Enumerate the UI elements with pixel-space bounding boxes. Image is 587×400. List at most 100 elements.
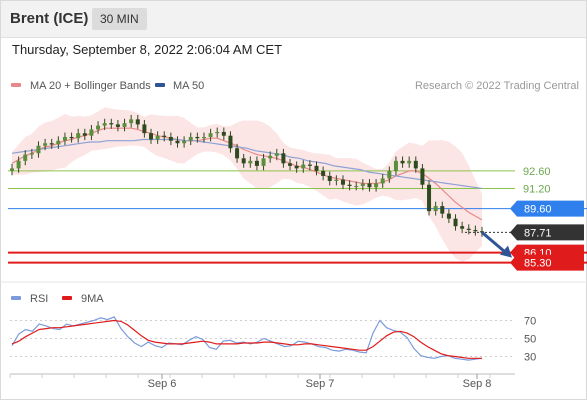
- candle-body: [36, 145, 41, 154]
- candle-body: [327, 175, 332, 181]
- candle-body: [155, 135, 160, 140]
- candle-body: [380, 178, 385, 184]
- candle-body: [334, 179, 339, 181]
- timeframe-badge[interactable]: 30 MIN: [92, 8, 147, 30]
- candle-body: [168, 136, 173, 141]
- candle-body: [248, 160, 253, 164]
- candle-body: [149, 133, 154, 140]
- candle-body: [69, 136, 74, 139]
- candle-body: [314, 165, 319, 171]
- level-tag-87.71: [510, 224, 584, 241]
- candle-body: [460, 226, 465, 229]
- candle-body: [195, 136, 200, 139]
- candle-body: [347, 184, 352, 186]
- candle-body: [407, 160, 412, 164]
- candle-body: [115, 124, 120, 127]
- candle-body: [29, 153, 34, 155]
- candle-body: [473, 229, 478, 232]
- candle-body: [201, 136, 206, 139]
- candle-body: [387, 170, 392, 179]
- x-axis: Sep 6 Sep 7 Sep 8: [9, 373, 515, 390]
- candle-body: [354, 185, 359, 187]
- rsi-tick-label: 70: [524, 316, 536, 328]
- ma50-legend-label: MA 50: [173, 80, 204, 92]
- price-legend: MA 20 + Bollinger Bands MA 50 Research ©…: [11, 80, 579, 92]
- candle-body: [446, 213, 451, 219]
- candle-body: [109, 123, 114, 125]
- x-tick-label: Sep 6: [148, 378, 177, 390]
- level-tag-89.60: [510, 200, 584, 217]
- rsi-legend: RSI 9MA: [11, 293, 104, 305]
- rsi-ma9-line: [11, 319, 482, 359]
- candle-body: [228, 135, 233, 149]
- level-label-87.71: 87.71: [524, 227, 552, 239]
- candle-body: [413, 160, 418, 169]
- candle-body: [122, 123, 127, 127]
- candle-body: [215, 131, 220, 134]
- candle-body: [129, 119, 134, 124]
- candle-body: [142, 124, 147, 134]
- candle-body: [49, 143, 54, 145]
- candle-body: [241, 158, 246, 164]
- candle-body: [62, 136, 67, 141]
- candle-body: [254, 160, 259, 166]
- rsi-panel: 70 50 30: [10, 316, 536, 364]
- rsi-legend-swatch: [11, 296, 21, 300]
- candle-body: [182, 140, 187, 144]
- candle-body: [307, 164, 312, 166]
- candle-body: [208, 133, 213, 137]
- candle-body: [360, 183, 365, 186]
- level-tag-85.30: [510, 254, 584, 271]
- candle-body: [433, 206, 438, 212]
- rsi-tick-label: 30: [524, 352, 536, 364]
- candle-body: [56, 140, 61, 145]
- candle-body: [76, 133, 81, 139]
- level-label-85.30: 85.30: [524, 258, 552, 270]
- ma9-legend-swatch: [62, 296, 72, 300]
- candle-body: [440, 206, 445, 214]
- level-label-92.60: 92.60: [523, 166, 551, 178]
- candle-body: [96, 125, 101, 130]
- candle-body: [235, 148, 240, 159]
- candle-body: [453, 218, 458, 227]
- candle-body: [480, 231, 484, 233]
- watermark: Research © 2022 Trading Central: [415, 80, 579, 92]
- candle-body: [393, 160, 398, 171]
- candle-body: [301, 164, 306, 169]
- ma9-legend-label: 9MA: [81, 293, 104, 305]
- forecast-arrow: [481, 231, 508, 255]
- candle-body: [261, 158, 266, 166]
- candle-body: [188, 136, 193, 141]
- x-tick-label: Sep 8: [463, 378, 492, 390]
- candle-body: [102, 123, 107, 126]
- candle-body: [221, 131, 226, 136]
- candle-body: [367, 183, 372, 188]
- level-label-89.60: 89.60: [524, 204, 552, 216]
- candle-body: [427, 184, 432, 212]
- forecast-arrowhead: [500, 245, 512, 258]
- ma50-line: [11, 138, 483, 190]
- candle-body: [374, 183, 379, 188]
- bollinger-band: [12, 107, 482, 262]
- candle-body: [135, 119, 140, 125]
- candle-body: [340, 179, 345, 185]
- candle-body: [321, 170, 326, 176]
- ma50-legend-swatch: [155, 83, 165, 87]
- x-tick-label: Sep 7: [306, 378, 335, 390]
- rsi-legend-label: RSI: [30, 293, 48, 305]
- rsi-tick-label: 50: [524, 334, 536, 346]
- level-label-91.20: 91.20: [523, 183, 551, 195]
- header-bar: Brent (ICE) 30 MIN: [1, 1, 586, 38]
- candle-body: [466, 228, 471, 230]
- candle-body: [89, 129, 94, 136]
- instrument-title: Brent (ICE): [10, 10, 89, 27]
- candle-body: [400, 160, 405, 164]
- timestamp: Thursday, September 8, 2022 2:06:04 AM C…: [12, 42, 283, 57]
- candle-body: [268, 155, 273, 159]
- candle-body: [10, 168, 14, 171]
- candle-body: [420, 168, 425, 185]
- candle-body: [82, 133, 87, 136]
- candle-body: [162, 135, 167, 137]
